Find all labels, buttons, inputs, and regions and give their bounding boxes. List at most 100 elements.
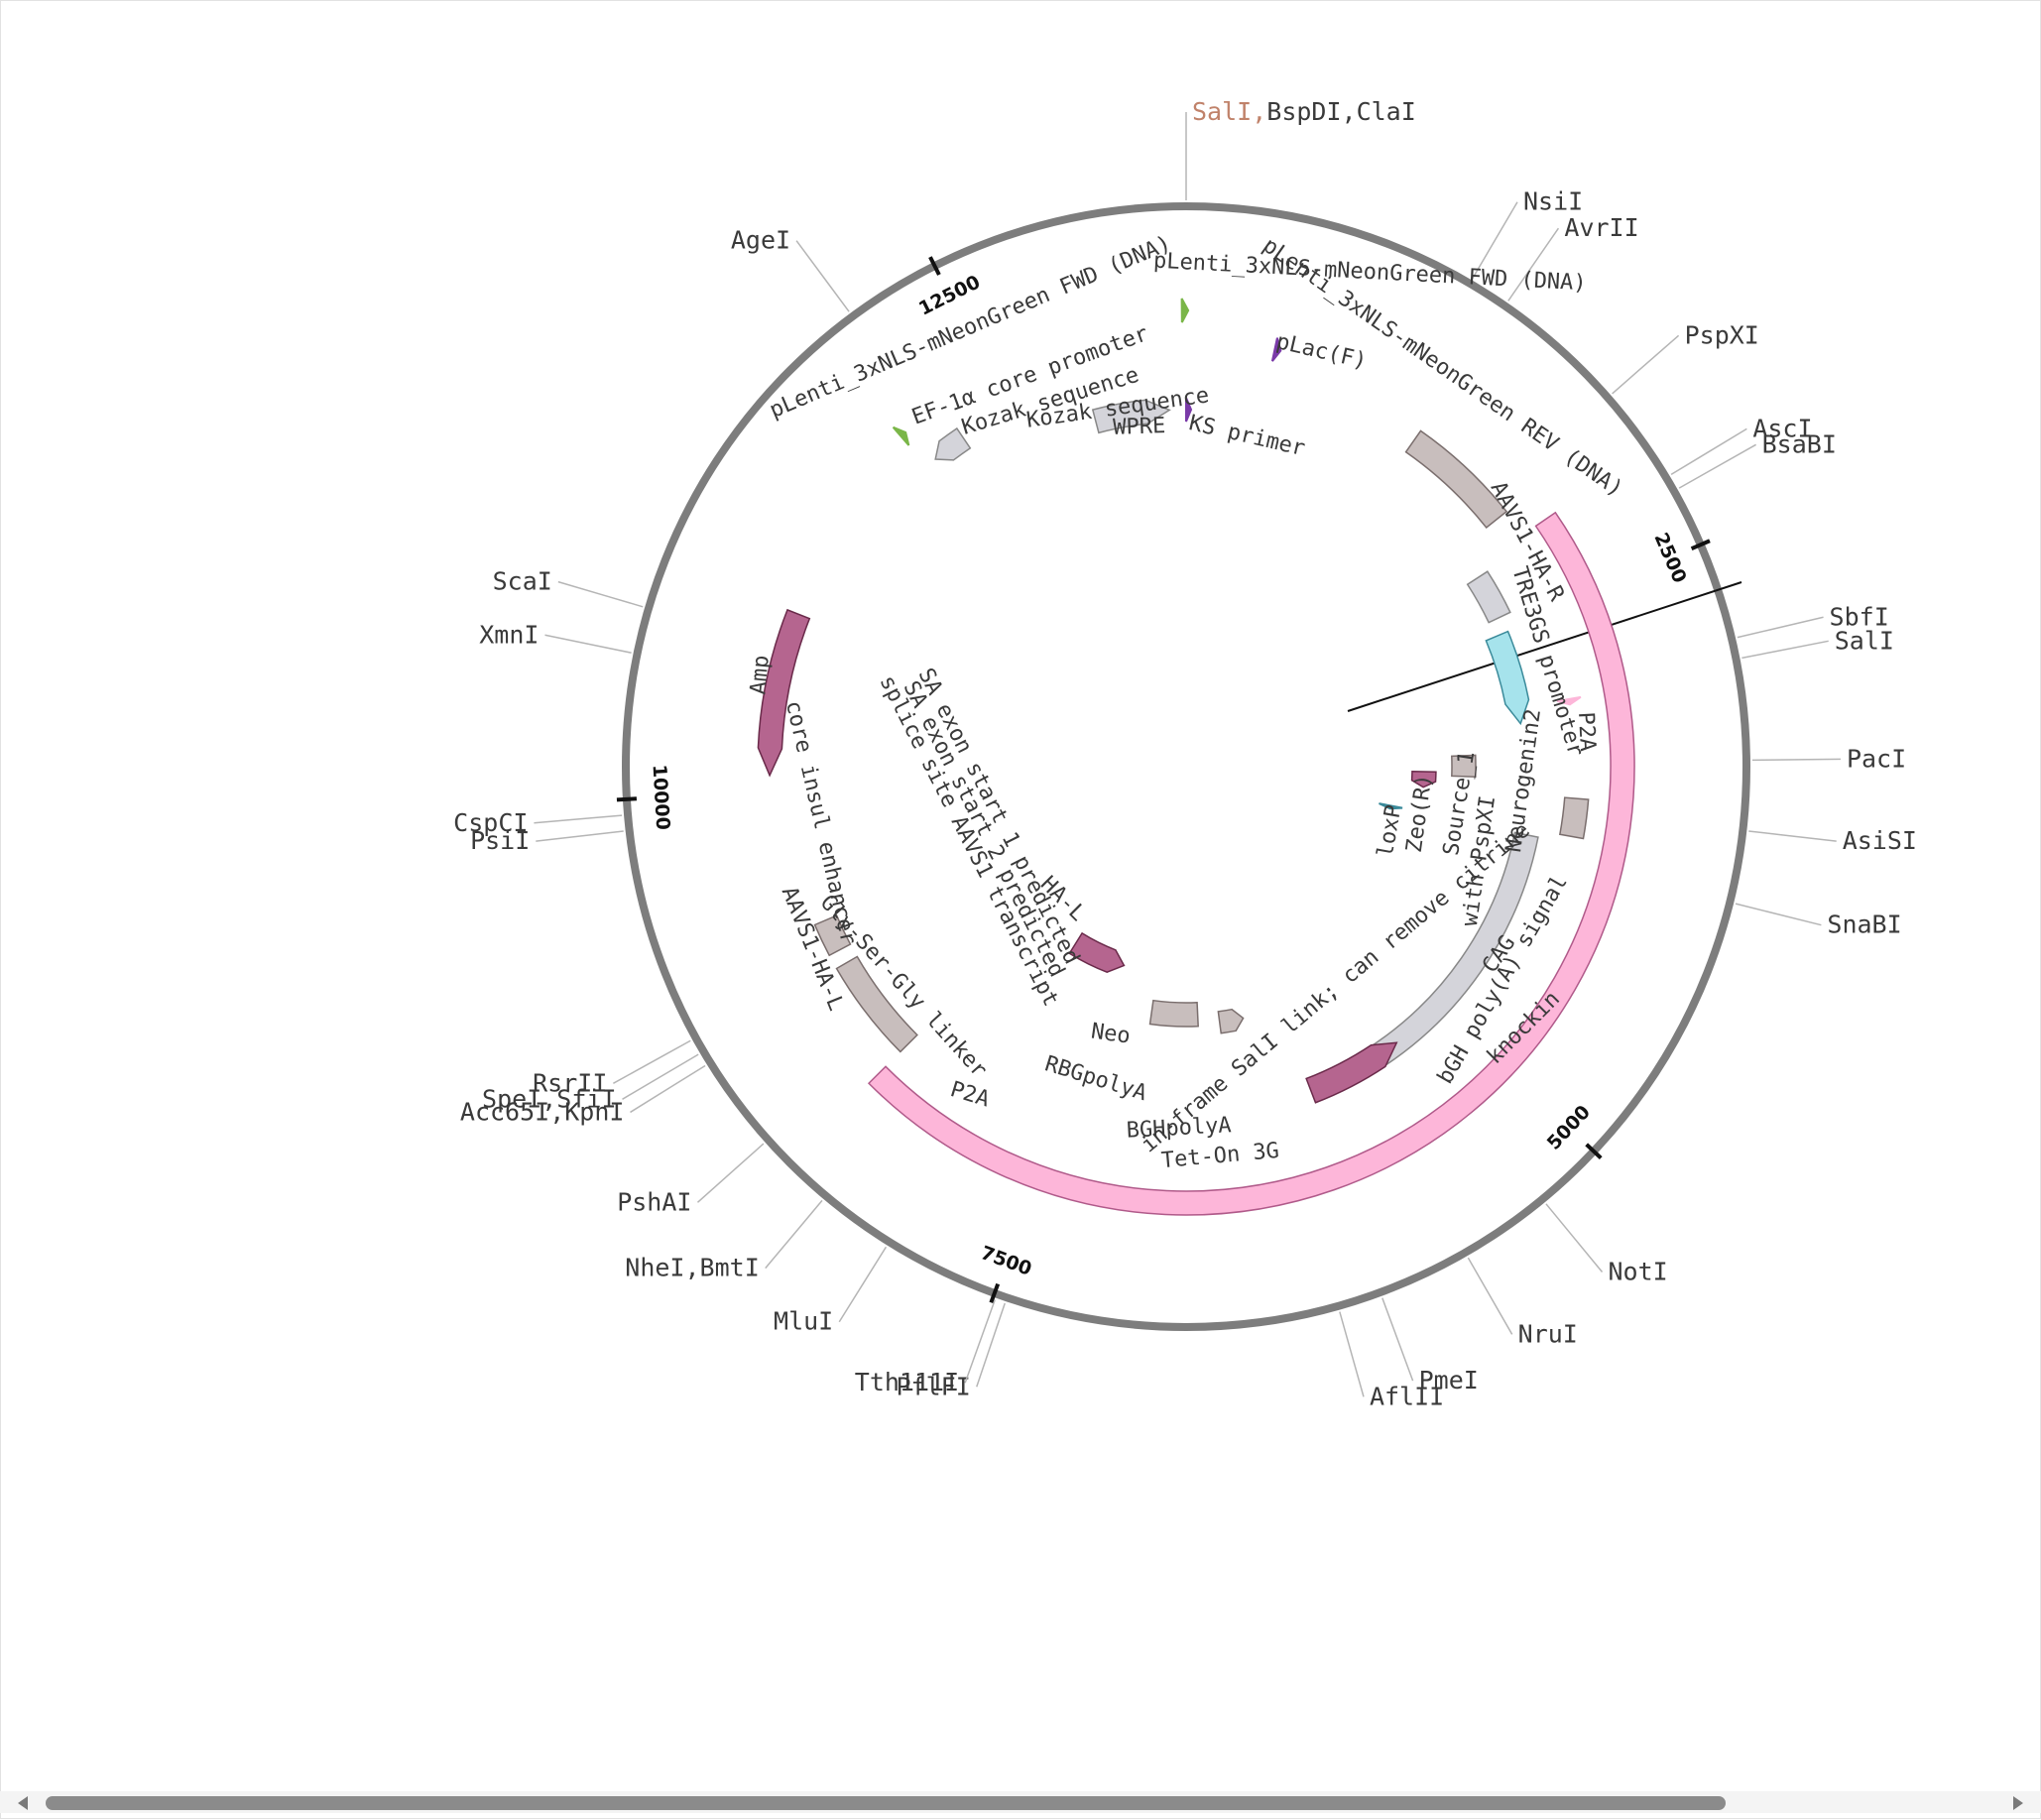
site-label-sbfi[interactable]: SbfI <box>1830 602 1889 631</box>
feature-label[interactable]: SA exon start 2 predicted <box>898 677 1069 981</box>
site-leader-line <box>1678 443 1756 489</box>
cursor-line <box>1347 581 1742 712</box>
site-label-agei[interactable]: AgeI <box>731 226 790 255</box>
feature-bghpolya[interactable] <box>1148 999 1199 1028</box>
site-label-aflii[interactable]: AflII <box>1370 1382 1444 1410</box>
feature-label[interactable]: RBGpolyA <box>1042 1051 1150 1106</box>
feature-label[interactable]: BGHpolyA <box>1126 1113 1232 1144</box>
site-leader-line <box>964 1299 996 1384</box>
feature-neo[interactable] <box>1068 931 1126 973</box>
site-label-acc65i-kpni[interactable]: Acc65I,KpnI <box>460 1097 625 1126</box>
feature-label[interactable]: P2A <box>1573 711 1600 752</box>
site-leader-line <box>1741 640 1829 660</box>
feature-label[interactable]: WPRE <box>1113 414 1166 440</box>
mark-p2a[interactable] <box>1556 695 1582 706</box>
feature-wpre[interactable] <box>1091 399 1171 434</box>
site-label-xmni[interactable]: XmnI <box>479 620 539 649</box>
site-label-nhei-bmti[interactable]: NheI,BmtI <box>625 1254 759 1282</box>
mark-plenti-3xnls-mneongreen-rev-dna[interactable] <box>1270 337 1282 362</box>
feature-amp[interactable] <box>757 608 811 778</box>
tick-mark <box>1585 1143 1603 1160</box>
backbone-circle <box>622 202 1750 1331</box>
site-leader-line <box>557 580 644 608</box>
feature-label[interactable]: splice site AAVS1 transcript <box>874 671 1063 1011</box>
feature-label[interactable]: pLac(F) <box>1273 329 1369 374</box>
feature-aavs1-ha-l[interactable] <box>813 914 852 957</box>
site-label-nrui[interactable]: NruI <box>1518 1319 1578 1348</box>
site-label-sali[interactable]: SalI <box>1835 626 1894 655</box>
feature-knockin[interactable] <box>867 511 1635 1216</box>
site-label-pspxi[interactable]: PspXI <box>1685 320 1759 349</box>
site-label-noti[interactable]: NotI <box>1609 1258 1668 1286</box>
feature-label[interactable]: pLenti_3xNLS-mNeonGreen FWD (DNA) <box>1152 249 1587 297</box>
site-label-spei-sfii[interactable]: SpeI,SfiI <box>482 1084 616 1113</box>
site-label-rsrii[interactable]: RsrII <box>533 1068 607 1097</box>
site-leader-line <box>1339 1311 1365 1397</box>
site-label-asisi[interactable]: AsiSI <box>1843 826 1917 855</box>
site-label-pmei[interactable]: PmeI <box>1419 1366 1479 1395</box>
mark-plenti-3xnls-mneongreen-fwd-dna[interactable] <box>1180 298 1190 323</box>
feature-tet-on-3g[interactable] <box>1217 1008 1245 1034</box>
feature-p2a[interactable] <box>835 955 918 1053</box>
site-leader-line <box>534 814 623 824</box>
site-leader-line <box>544 634 632 654</box>
site-leader-line <box>1467 1257 1513 1335</box>
site-leader-line <box>1472 201 1518 279</box>
site-label-tth111i[interactable]: Tth111I <box>855 1368 959 1396</box>
site-label-scai[interactable]: ScaI <box>493 567 552 596</box>
site-label-paci[interactable]: PacI <box>1847 744 1906 773</box>
feature-p2a[interactable] <box>1558 796 1590 840</box>
feature-neurogenin2[interactable] <box>1451 754 1477 778</box>
feature-label[interactable]: Neo <box>1089 1019 1132 1048</box>
feature-bgh-poly-a-signal[interactable] <box>1305 1041 1398 1104</box>
site-leader-line <box>976 1302 1006 1388</box>
feature-plenti-3xnls-mneongreen-rev-dna[interactable] <box>1404 429 1508 529</box>
scrollbar-thumb[interactable] <box>46 1796 1726 1810</box>
site-label-cspci[interactable]: CspCI <box>453 808 528 837</box>
site-leader-line <box>795 240 850 312</box>
tick-mark <box>616 796 638 802</box>
site-label-sali[interactable]: SalI,BspDI,ClaI <box>1192 97 1416 126</box>
site-leader-line <box>838 1246 888 1323</box>
site-label-asci[interactable]: AscI <box>1752 414 1812 442</box>
small-marks-layer <box>892 298 1582 810</box>
site-label-pflfi[interactable]: PflFI <box>896 1372 970 1400</box>
tick-mark <box>928 256 941 276</box>
site-leader-line <box>536 830 624 842</box>
site-leader-line <box>696 1143 765 1203</box>
scroll-left-icon[interactable] <box>18 1796 28 1810</box>
mark-loxp[interactable] <box>1379 802 1403 810</box>
scroll-right-icon[interactable] <box>2013 1796 2023 1810</box>
site-leader-line <box>630 1064 706 1114</box>
site-label-pshai[interactable]: PshAI <box>617 1187 691 1216</box>
site-leader-line <box>1751 758 1841 762</box>
feature-aavs1-ha-r[interactable] <box>1466 570 1511 624</box>
site-label-avrii[interactable]: AvrII <box>1564 213 1638 242</box>
site-label-psii[interactable]: PsiI <box>470 826 530 855</box>
feature-zeo-r[interactable] <box>1410 771 1437 789</box>
site-label-snabi[interactable]: SnaBI <box>1827 910 1901 939</box>
site-label-nsii[interactable]: NsiI <box>1523 187 1583 216</box>
feature-ef-1-core-promoter[interactable] <box>934 426 972 461</box>
feature-label[interactable]: P2A <box>947 1077 992 1113</box>
mark-ks-primer[interactable] <box>1185 397 1193 423</box>
tick-label: 7500 <box>978 1242 1034 1280</box>
tick-mark <box>1690 539 1711 551</box>
site-leader-line <box>1670 427 1747 475</box>
feature-label[interactable]: Zeo(R) <box>1402 773 1438 854</box>
feature-tre3gs-promoter[interactable] <box>1485 630 1530 726</box>
feature-label[interactable]: Tet-On 3G <box>1160 1139 1280 1173</box>
feature-label[interactable]: Amp <box>746 655 774 696</box>
site-label-mlui[interactable]: MluI <box>774 1307 833 1336</box>
site-leader-line <box>1507 227 1560 302</box>
horizontal-scrollbar[interactable] <box>0 1791 2041 1813</box>
site-label-bsabi[interactable]: BsaBI <box>1762 429 1837 458</box>
mark-plenti-3xnls-mneongreen-fwd-dna[interactable] <box>892 425 910 446</box>
tick-mark <box>989 1282 1001 1304</box>
site-leader-line <box>1748 830 1837 842</box>
features-layer <box>757 399 1635 1216</box>
feature-label[interactable]: KS primer <box>1187 411 1308 461</box>
